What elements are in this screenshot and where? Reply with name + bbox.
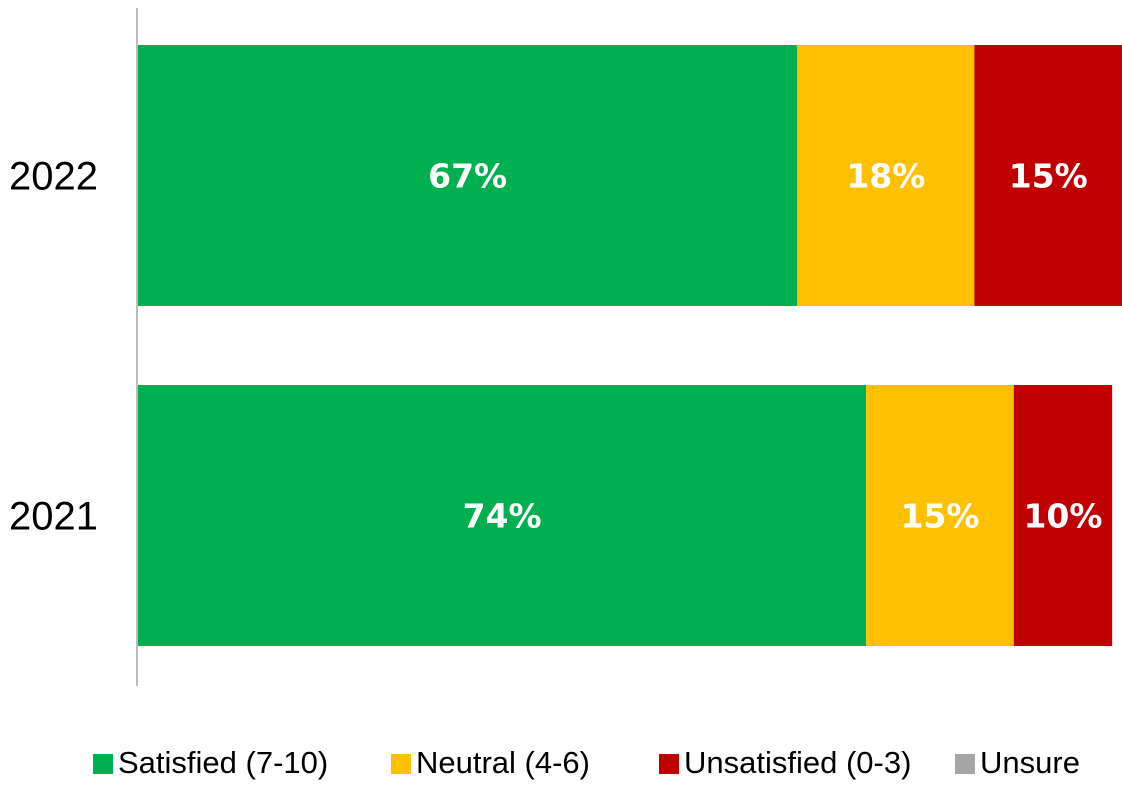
data-label-2022-series-0: 67% (428, 157, 507, 196)
category-labels: 2022 2021 (9, 155, 98, 539)
legend-swatch-1 (391, 754, 411, 774)
legend: Satisfied (7-10) Neutral (4-6) Unsatisfied… (93, 745, 1080, 780)
bar-2022-series-0 (138, 45, 798, 306)
bar-2021-series-2 (1013, 385, 1113, 646)
bar-2021-series-1 (866, 385, 1014, 646)
legend-label-2: Unsatisfied (0-3) (684, 745, 911, 780)
bar-2021-series-0 (138, 385, 867, 646)
legend-swatch-2 (659, 754, 679, 774)
bars-group: 67% 18% 15% 74% 15% 10% (138, 45, 1122, 646)
data-label-2022-series-2: 15% (1009, 157, 1088, 196)
legend-label-3: Unsure (980, 745, 1080, 780)
data-label-2022-series-1: 18% (846, 157, 925, 196)
data-label-2021-series-2: 10% (1023, 497, 1102, 536)
legend-label-0: Satisfied (7-10) (118, 745, 328, 780)
category-label-2022: 2022 (9, 155, 98, 199)
data-label-2021-series-0: 74% (463, 497, 542, 536)
category-label-2021: 2021 (9, 495, 98, 539)
legend-swatch-3 (955, 754, 975, 774)
data-label-2021-series-1: 15% (900, 497, 979, 536)
bar-2022-series-1 (797, 45, 975, 306)
legend-label-1: Neutral (4-6) (416, 745, 590, 780)
bar-2022-series-2 (974, 45, 1122, 306)
legend-swatch-0 (93, 754, 113, 774)
